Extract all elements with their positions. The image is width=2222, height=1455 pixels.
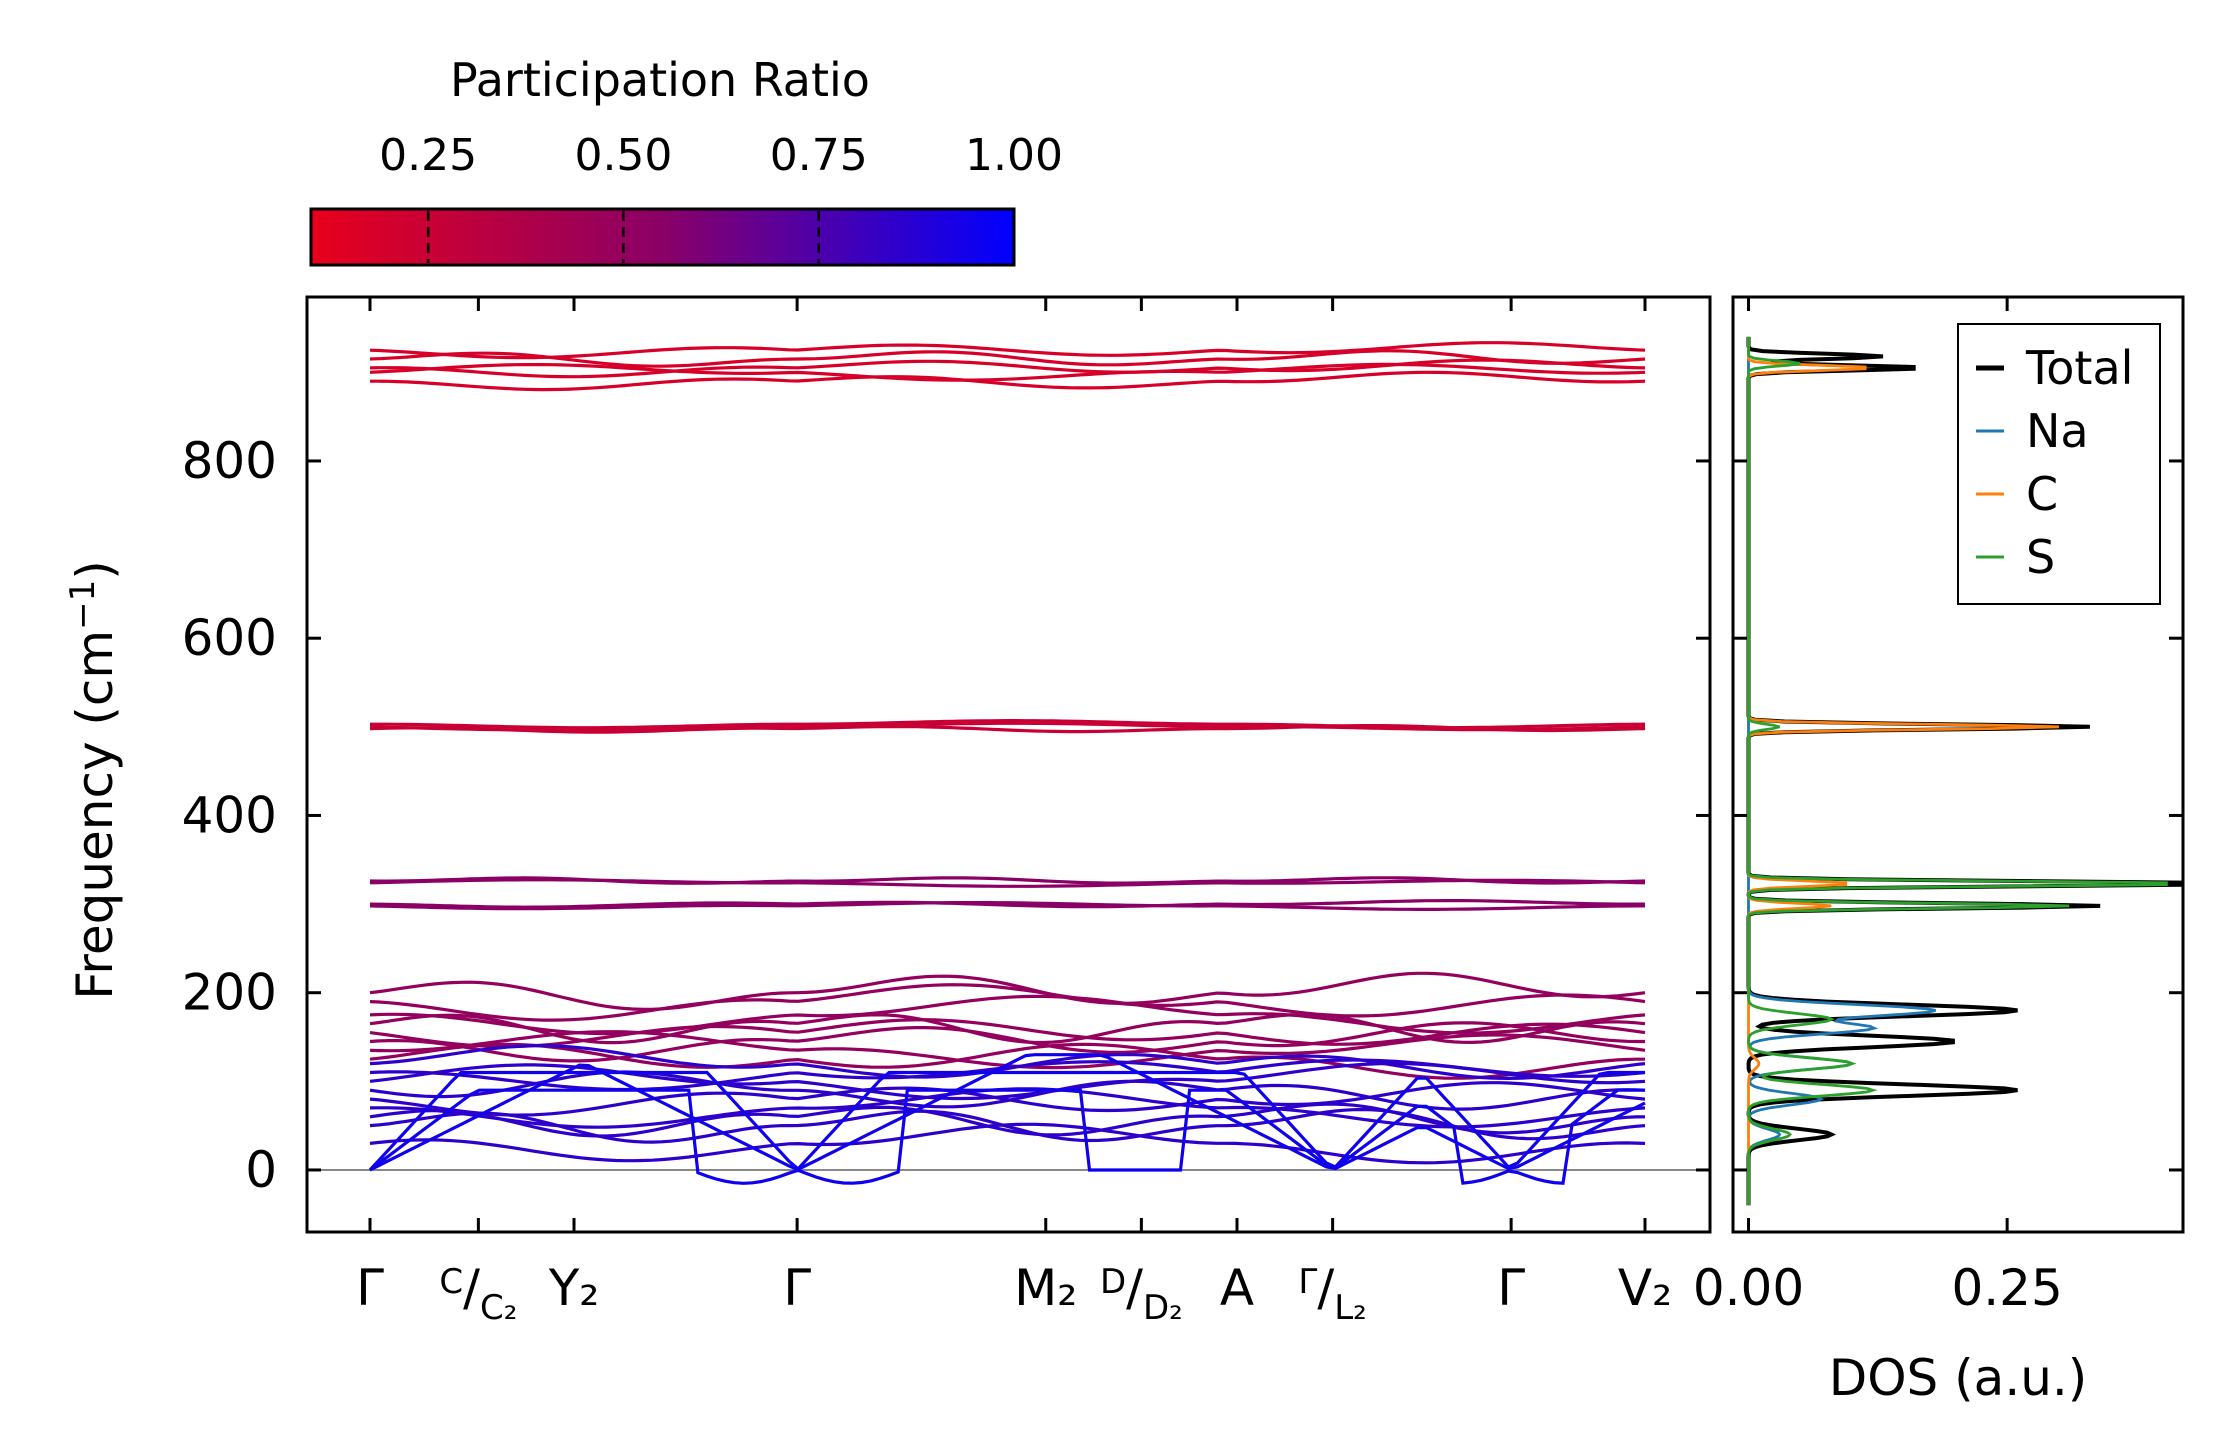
dos-x-tick-label: 0.25 (1951, 1259, 2062, 1317)
band-line (369, 1042, 1645, 1080)
band-line (368, 1070, 1645, 1172)
band-line (369, 1107, 1646, 1144)
band-line (369, 362, 1646, 382)
band-axes-frame (305, 295, 1712, 1234)
band-line (369, 876, 1646, 885)
y-tick-label: 200 (182, 964, 277, 1022)
band-structure-panel: 0 200 400 600 800 Γ C/C₂ Y₂ Γ M₂ D/D₂ A Γ/L₂ Γ V₂ Fre… (63, 295, 2183, 1328)
x-tick-label: Γ (1497, 1259, 1525, 1317)
colorbar-label: Participation Ratio (450, 53, 870, 107)
legend: Total Na CS (1957, 323, 2161, 605)
legend-label-c: C (2026, 467, 2058, 521)
x-tick-label-fraction: C/C₂ (439, 1259, 517, 1328)
dos-axes-frame (1731, 295, 2185, 1234)
dos-x-axis-label: DOS (a.u.) (1829, 1349, 2088, 1407)
band-line (369, 1021, 1645, 1063)
colorbar-tick-label: 0.75 (770, 130, 868, 181)
band-line (369, 901, 1645, 911)
dos-panel: 0.00 0.25 DOS (a.u.) Total Na CS (1693, 295, 2185, 1407)
colorbar-tick-label: 0.50 (574, 130, 672, 181)
x-tick-label: A (1220, 1259, 1254, 1317)
x-tick-label: Γ (356, 1259, 384, 1317)
band-line (369, 1070, 1646, 1111)
band-line (369, 341, 1646, 360)
band-line (369, 1012, 1646, 1045)
dos-line-na (1747, 336, 1936, 1206)
x-tick-label-fraction: Γ/L₂ (1298, 1259, 1366, 1328)
band-line (369, 1044, 1646, 1081)
y-tick-label: 800 (182, 432, 277, 490)
legend-label-na: Na (2026, 404, 2089, 458)
colorbar-tick-label: 1.00 (965, 130, 1063, 181)
y-tick-label: 400 (182, 786, 277, 844)
dos-line-s (1747, 336, 2168, 1206)
band-line (370, 719, 1645, 730)
colorbar: Participation Ratio 0.25 0.50 0.75 1.00 (309, 53, 1063, 267)
band-line (369, 358, 1646, 379)
x-tick-label: M₂ (1014, 1259, 1077, 1317)
band-line (369, 1088, 1645, 1185)
band-line (369, 1102, 1646, 1138)
x-tick-label: V₂ (1618, 1259, 1672, 1317)
band-line (369, 983, 1646, 1022)
y-axis-label: Frequency (cm−1) (63, 560, 124, 1000)
band-line (369, 349, 1646, 368)
legend-label-total: Total (2025, 341, 2133, 395)
legend-label-s: S (2026, 530, 2055, 584)
band-line (369, 971, 1646, 1012)
x-tick-label: Γ (783, 1259, 811, 1317)
y-tick-label: 0 (245, 1141, 277, 1199)
y-tick-label: 600 (182, 609, 277, 667)
band-line (369, 899, 1645, 909)
dos-x-tick-label: 0.00 (1693, 1259, 1804, 1317)
band-line (369, 1053, 1646, 1172)
band-line (369, 994, 1646, 1036)
colorbar-tick-label: 0.25 (379, 130, 477, 181)
band-line (370, 370, 1646, 392)
colorbar-gradient (309, 207, 1016, 267)
x-tick-label-fraction: D/D₂ (1100, 1259, 1183, 1328)
x-tick-label: Y₂ (548, 1259, 600, 1317)
